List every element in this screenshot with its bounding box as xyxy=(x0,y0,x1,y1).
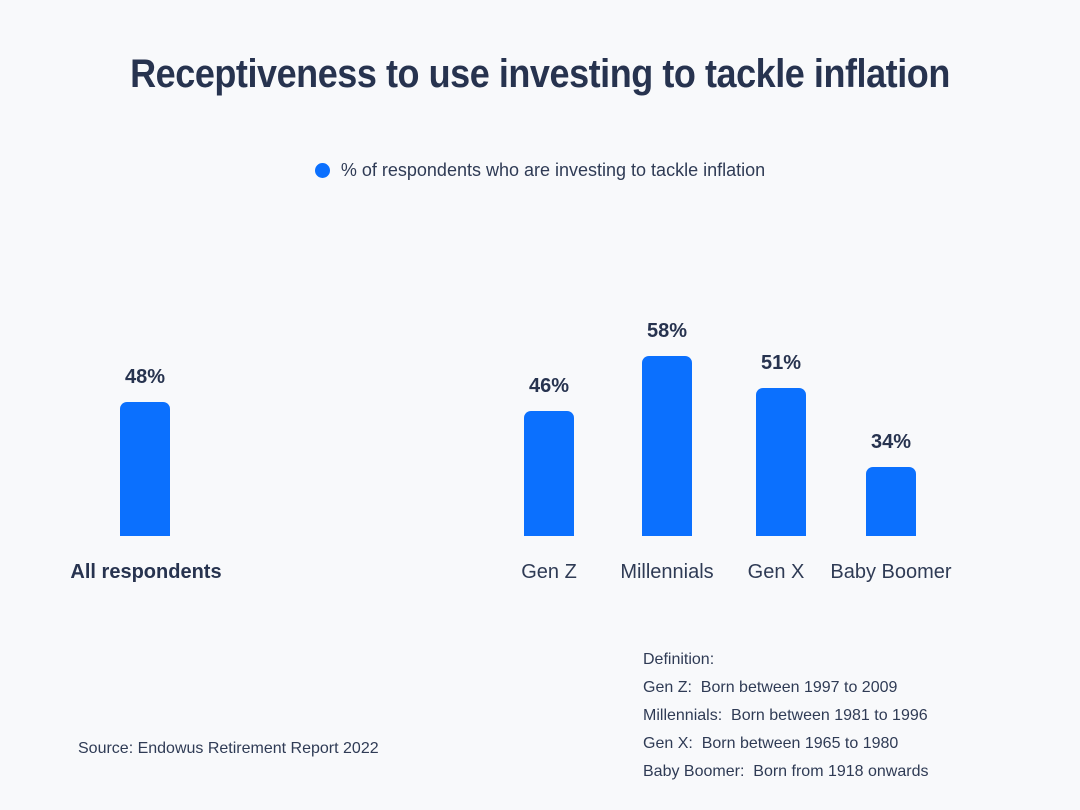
bar-column-all-respondents: 48% xyxy=(120,366,170,536)
bar-column-gen-x: 51% xyxy=(756,352,806,536)
bar-millennials xyxy=(642,356,692,536)
bar-value-label: 34% xyxy=(870,431,912,453)
bar-gen-z xyxy=(524,411,574,536)
bar-column-millennials: 58% xyxy=(642,320,692,536)
definition-gen-x: Gen X: Born between 1965 to 1980 xyxy=(643,735,899,752)
source-note: Source: Endowus Retirement Report 2022 xyxy=(78,740,379,757)
bar-baby-boomer xyxy=(866,467,916,536)
definition-millennials: Millennials: Born between 1981 to 1996 xyxy=(643,707,928,724)
category-label-gen-x: Gen X xyxy=(747,561,805,583)
bar-value-label: 58% xyxy=(646,320,688,342)
definition-gen-z: Gen Z: Born between 1997 to 2009 xyxy=(643,679,898,696)
category-label-all-respondents: All respondents xyxy=(70,561,222,583)
legend-marker-icon xyxy=(314,163,330,178)
bar-value-label: 48% xyxy=(124,366,166,388)
legend-label: % of respondents who are investing to ta… xyxy=(340,160,766,180)
chart-title: Receptiveness to use investing to tackle… xyxy=(130,52,950,96)
bar-value-label: 51% xyxy=(760,352,802,374)
category-label-gen-z: Gen Z xyxy=(521,561,577,583)
bar-gen-x xyxy=(756,388,806,536)
legend: % of respondents who are investing to ta… xyxy=(0,160,1080,181)
category-label-millennials: Millennials xyxy=(620,561,714,583)
definitions-heading: Definition: xyxy=(643,651,715,668)
definitions-block: Definition: Gen Z: Born between 1997 to … xyxy=(643,646,928,786)
category-label-baby-boomer: Baby Boomer xyxy=(830,561,952,583)
bar-column-baby-boomer: 34% xyxy=(866,431,916,536)
definition-baby-boomer: Baby Boomer: Born from 1918 onwards xyxy=(643,763,929,780)
bar-all-respondents xyxy=(120,402,170,536)
bar-value-label: 46% xyxy=(528,375,570,397)
bar-column-gen-z: 46% xyxy=(524,375,574,536)
